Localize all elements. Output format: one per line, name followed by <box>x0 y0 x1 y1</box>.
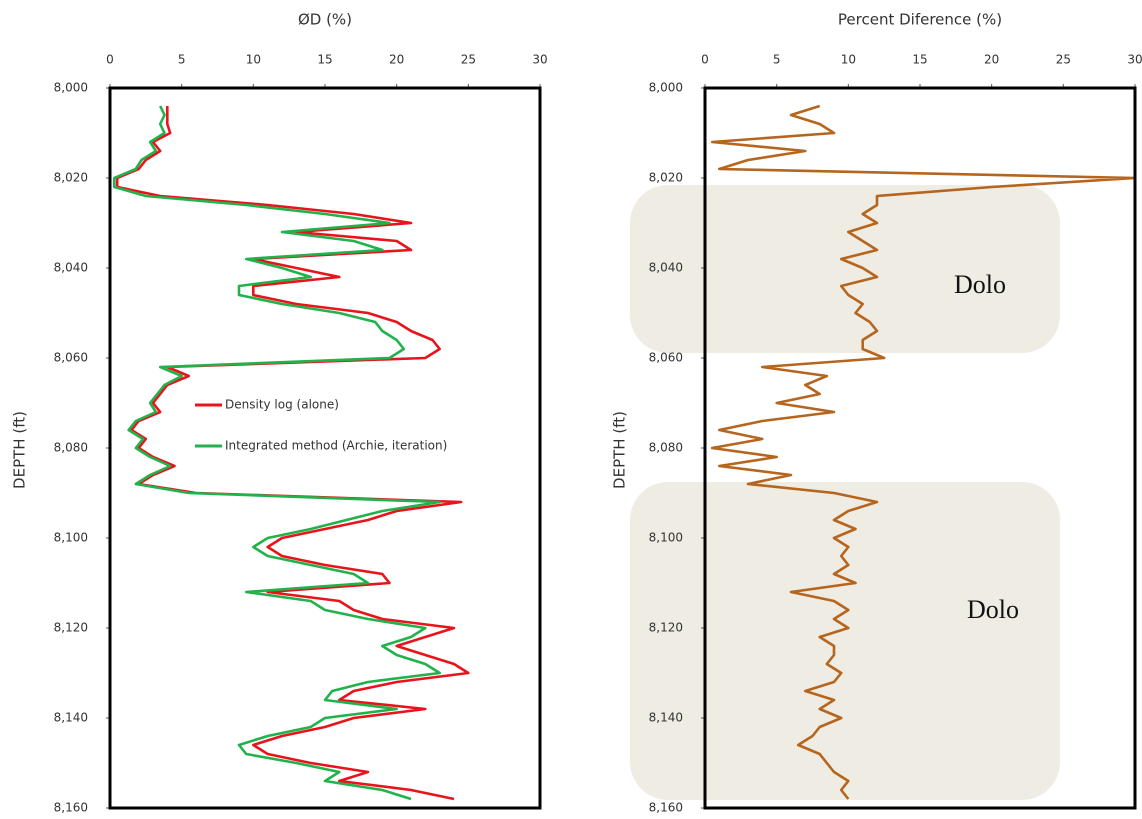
legend-label: Density log (alone) <box>225 398 339 412</box>
x-tick-label: 5 <box>773 53 781 67</box>
series-line <box>113 105 441 801</box>
y-tick-label: 8,120 <box>54 621 88 635</box>
y-tick-label: 8,000 <box>54 81 88 95</box>
y-tick-label: 8,020 <box>54 171 88 185</box>
x-tick-label: 0 <box>106 53 114 67</box>
y-tick-label: 8,060 <box>54 351 88 365</box>
y-axis-title: DEPTH (ft) <box>611 411 629 489</box>
y-tick-label: 8,040 <box>649 261 683 275</box>
x-tick-label: 15 <box>317 53 332 67</box>
x-axis-title: Percent Diference (%) <box>838 11 1002 29</box>
y-tick-label: 8,140 <box>54 711 88 725</box>
y-tick-label: 8,100 <box>649 531 683 545</box>
shaded-zone <box>630 185 1060 353</box>
x-tick-label: 20 <box>984 53 999 67</box>
x-tick-label: 0 <box>701 53 709 67</box>
x-tick-label: 10 <box>841 53 856 67</box>
series-line <box>710 104 1135 800</box>
y-tick-label: 8,160 <box>54 801 88 815</box>
y-tick-label: 8,080 <box>649 441 683 455</box>
series-line <box>115 106 470 801</box>
y-tick-label: 8,080 <box>54 441 88 455</box>
x-tick-label: 30 <box>532 53 547 67</box>
y-tick-label: 8,020 <box>649 171 683 185</box>
y-tick-label: 8,160 <box>649 801 683 815</box>
y-tick-label: 8,060 <box>649 351 683 365</box>
plot-frame <box>703 86 1137 810</box>
x-tick-label: 5 <box>178 53 186 67</box>
x-tick-label: 20 <box>389 53 404 67</box>
x-tick-label: 15 <box>912 53 927 67</box>
legend-label: Integrated method (Archie, iteration) <box>225 439 447 453</box>
y-tick-label: 8,100 <box>54 531 88 545</box>
shaded-zone <box>630 482 1060 800</box>
y-axis-title: DEPTH (ft) <box>11 411 29 489</box>
y-tick-label: 8,120 <box>649 621 683 635</box>
y-tick-label: 8,040 <box>54 261 88 275</box>
x-tick-label: 30 <box>1127 53 1142 67</box>
y-tick-label: 8,140 <box>649 711 683 725</box>
x-tick-label: 25 <box>1056 53 1071 67</box>
x-axis-title: ØD (%) <box>298 11 352 29</box>
annotation: Dolo <box>954 270 1006 299</box>
y-tick-label: 8,000 <box>649 81 683 95</box>
x-tick-label: 25 <box>461 53 476 67</box>
x-tick-label: 10 <box>246 53 261 67</box>
annotation: Dolo <box>967 595 1019 624</box>
plot-frame <box>108 86 542 810</box>
